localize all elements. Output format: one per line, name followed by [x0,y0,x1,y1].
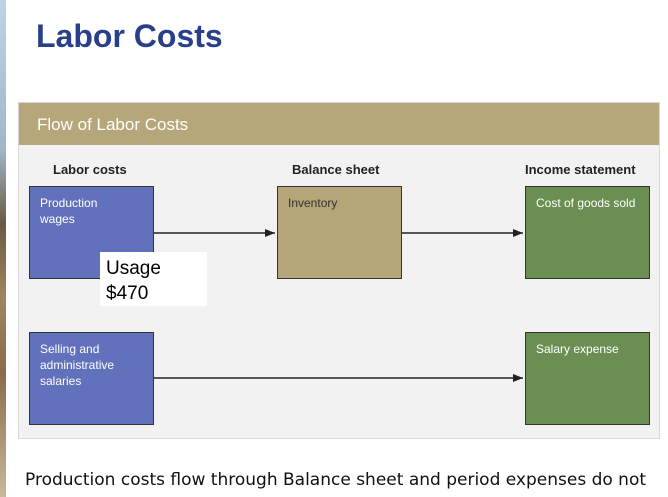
inventory-box: Inventory [277,186,402,279]
slide-title: Labor Costs [36,18,223,54]
cost-of-goods-sold-label: Cost of goods sold [536,196,636,210]
slide-caption: Production costs flow through Balance sh… [25,470,647,490]
figure-header: Flow of Labor Costs [19,103,659,145]
figure-title: Flow of Labor Costs [37,115,189,134]
flow-arrows [154,229,523,382]
usage-callout: Usage $470 [100,252,207,306]
production-wages-label: Production wages [40,196,98,226]
usage-callout-amount: $470 [106,283,149,304]
column-header-labor-costs: Labor costs [53,162,127,177]
background-photo-strip [0,0,6,497]
inventory-label: Inventory [288,196,338,210]
cost-of-goods-sold-box: Cost of goods sold [525,186,650,279]
labor-cost-flow-figure: Flow of Labor Costs Labor costs Balance … [18,102,660,439]
selling-admin-salaries-label: Selling and administrative salaries [40,342,115,388]
salary-expense-label: Salary expense [536,342,619,356]
selling-admin-salaries-box: Selling and administrative salaries [29,332,154,425]
column-header-balance-sheet: Balance sheet [292,162,380,177]
column-header-income-statement: Income statement [525,162,636,177]
salary-expense-box: Salary expense [525,332,650,425]
usage-callout-label: Usage [106,258,161,279]
